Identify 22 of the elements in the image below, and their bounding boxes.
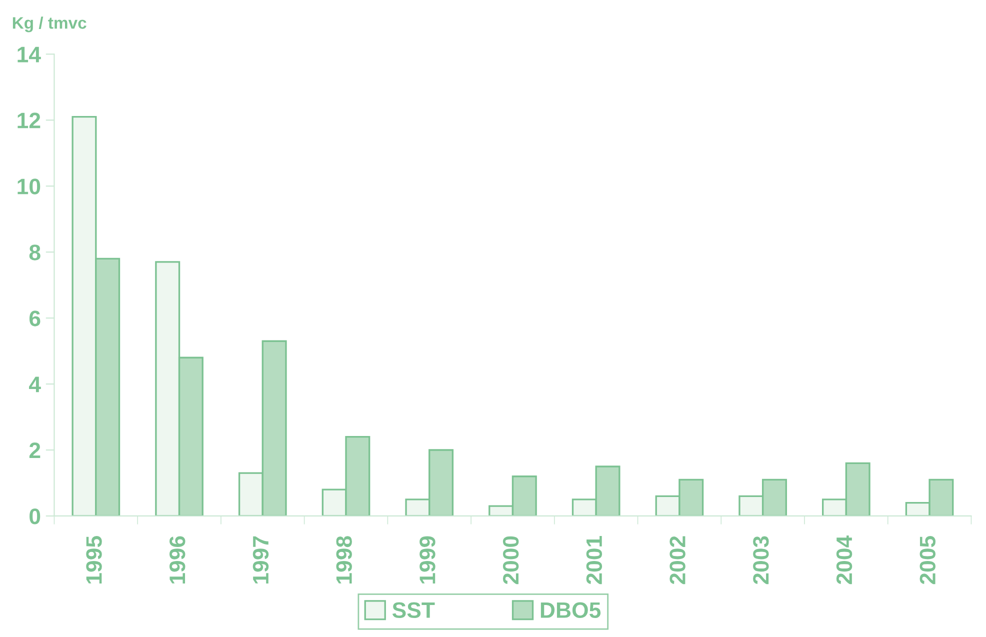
x-tick-label: 1998 — [336, 536, 352, 584]
x-tick-label: 2001 — [586, 536, 602, 584]
x-tick-label: 1999 — [420, 536, 436, 584]
legend-label: SST — [392, 602, 435, 618]
x-tick-label: 1997 — [252, 536, 269, 584]
x-tick-label: 1995 — [86, 536, 102, 584]
y-tick-label: 4 — [29, 376, 41, 392]
y-tick-label: 6 — [29, 310, 40, 326]
x-tick-label: 1996 — [170, 536, 186, 584]
x-tick-label: 2003 — [753, 536, 769, 584]
x-tick-label: 2000 — [502, 536, 519, 584]
y-tick-label: 14 — [18, 46, 41, 62]
y-tick-label: 12 — [18, 112, 40, 128]
x-tick-label: 2002 — [670, 536, 686, 584]
y-tick-label: 2 — [29, 442, 40, 458]
y-tick-label: 8 — [29, 244, 40, 260]
y-tick-label: 10 — [18, 178, 40, 194]
y-tick-label: 0 — [30, 508, 40, 524]
y-axis-title: Kg / tmvc — [12, 16, 86, 32]
x-tick-label: 2005 — [920, 536, 936, 584]
legend-label: DBO5 — [540, 602, 601, 618]
x-tick-label: 2004 — [836, 536, 852, 584]
